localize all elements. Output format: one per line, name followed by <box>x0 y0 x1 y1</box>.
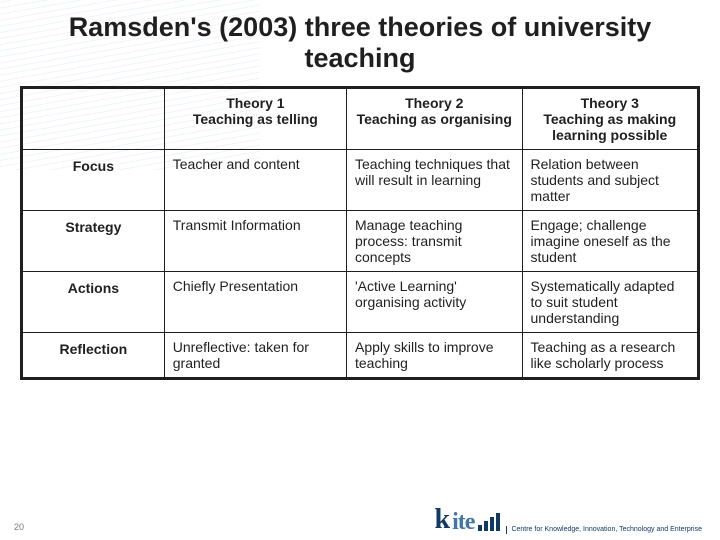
cell: Teaching as a research like scholarly pr… <box>522 333 698 378</box>
header-theory-1-line2: Teaching as telling <box>173 111 338 127</box>
header-theory-3-line1: Theory 3 <box>531 95 690 111</box>
page-number: 20 <box>14 522 24 532</box>
slide-title: Ramsden's (2003) three theories of unive… <box>0 0 720 80</box>
cell: Unreflective: taken for granted <box>164 333 346 378</box>
row-label-reflection: Reflection <box>23 333 165 378</box>
cell: Transmit Information <box>164 211 346 272</box>
cell: 'Active Learning' organising activity <box>347 272 523 333</box>
table-row: Reflection Unreflective: taken for grant… <box>23 333 698 378</box>
header-theory-3: Theory 3 Teaching as making learning pos… <box>522 89 698 150</box>
header-theory-1: Theory 1 Teaching as telling <box>164 89 346 150</box>
logo-ite: ite <box>452 510 474 534</box>
row-label-focus: Focus <box>23 150 165 211</box>
header-theory-2-line2: Teaching as organising <box>355 111 514 127</box>
header-theory-2-line1: Theory 2 <box>355 95 514 111</box>
cell: Teacher and content <box>164 150 346 211</box>
cell: Systematically adapted to suit student u… <box>522 272 698 333</box>
cell: Engage; challenge imagine oneself as the… <box>522 211 698 272</box>
row-label-actions: Actions <box>23 272 165 333</box>
header-theory-2: Theory 2 Teaching as organising <box>347 89 523 150</box>
header-blank <box>23 89 165 150</box>
cell: Chiefly Presentation <box>164 272 346 333</box>
logo-k: k <box>435 506 451 534</box>
cell: Manage teaching process: transmit concep… <box>347 211 523 272</box>
table-row: Focus Teacher and content Teaching techn… <box>23 150 698 211</box>
row-label-strategy: Strategy <box>23 211 165 272</box>
kite-logo-icon: k ite <box>435 506 501 534</box>
footer-caption: Centre for Knowledge, Innovation, Techno… <box>506 526 702 534</box>
bars-icon <box>478 513 500 531</box>
table-row: Strategy Transmit Information Manage tea… <box>23 211 698 272</box>
table-row: Actions Chiefly Presentation 'Active Lea… <box>23 272 698 333</box>
header-theory-3-line2: Teaching as making learning possible <box>531 111 690 143</box>
cell: Apply skills to improve teaching <box>347 333 523 378</box>
header-theory-1-line1: Theory 1 <box>173 95 338 111</box>
theories-table: Theory 1 Teaching as telling Theory 2 Te… <box>20 86 700 380</box>
cell: Teaching techniques that will result in … <box>347 150 523 211</box>
cell: Relation between students and subject ma… <box>522 150 698 211</box>
footer-logo: k ite Centre for Knowledge, Innovation, … <box>435 506 702 534</box>
